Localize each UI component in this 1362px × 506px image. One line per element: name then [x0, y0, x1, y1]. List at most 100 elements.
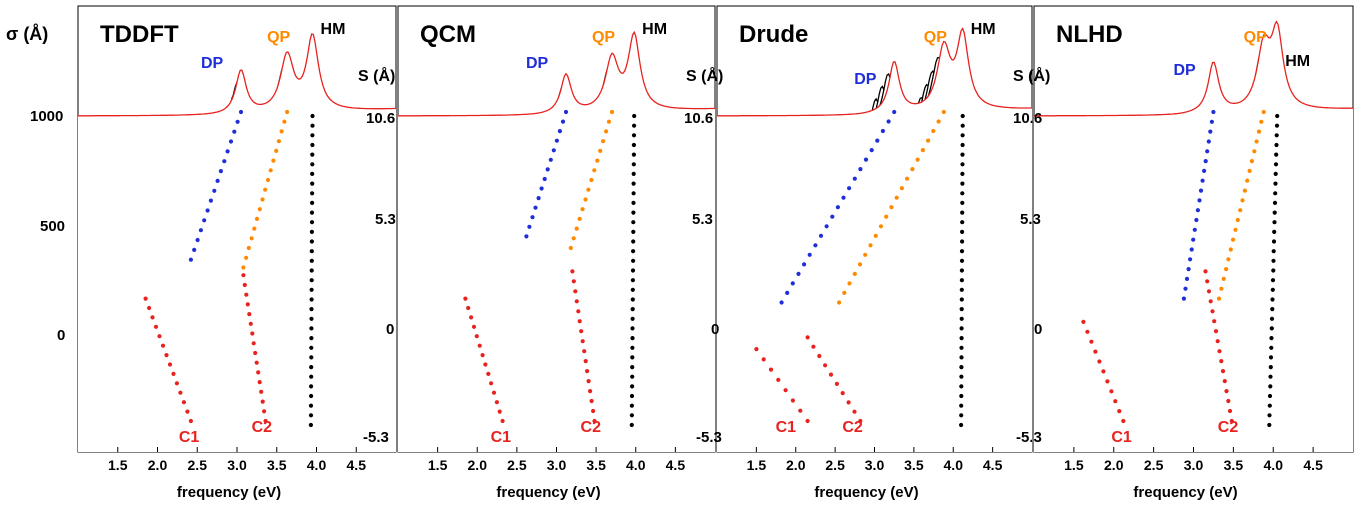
- mode-dot-c2: [250, 331, 255, 336]
- mode-dot-dp: [886, 119, 891, 124]
- mode-dot-c1: [153, 324, 159, 329]
- mode-dot-c2: [1205, 279, 1210, 284]
- s-tick-5.3: 5.3: [692, 211, 713, 228]
- sigma-tick-0: 0: [57, 327, 65, 344]
- mode-dot-hm: [309, 287, 314, 292]
- mode-dot-c1: [157, 334, 162, 339]
- mode-dot-qp: [574, 226, 579, 231]
- mode-dot-hm: [1274, 152, 1279, 157]
- mode-dot-hm: [632, 113, 637, 119]
- mode-dot-hm: [960, 133, 965, 138]
- x-tick-label: 3.0: [227, 457, 247, 473]
- mode-dot-hm: [309, 393, 314, 399]
- mode-dot-c1: [1105, 379, 1110, 384]
- x-tick-label: 2.0: [1104, 457, 1124, 473]
- mode-dot-dp: [524, 234, 529, 239]
- mode-dot-c1: [494, 400, 499, 405]
- mode-dot-c2: [260, 399, 265, 404]
- mode-dot-qp: [873, 233, 878, 238]
- qp-label: QP: [924, 29, 947, 46]
- mode-dot-hm: [631, 162, 636, 167]
- curves-group: [78, 33, 396, 452]
- mode-dot-qp: [241, 265, 246, 270]
- mode-dot-hm: [1269, 345, 1274, 350]
- c1-label: C1: [776, 419, 797, 436]
- x-tick-label: 4.0: [944, 457, 964, 473]
- mode-dot-hm: [1269, 326, 1274, 331]
- mode-dot-c1: [1081, 319, 1086, 324]
- mode-dot-c1: [185, 409, 190, 414]
- mode-dot-hm: [1274, 133, 1279, 138]
- mode-dot-dp: [1195, 208, 1200, 213]
- mode-dot-hm: [309, 210, 315, 215]
- mode-dot-qp: [274, 148, 279, 153]
- panel-title: TDDFT: [100, 21, 179, 48]
- mode-dot-dp: [880, 128, 886, 134]
- mode-dot-hm: [960, 200, 965, 205]
- mode-dot-qp: [609, 109, 615, 115]
- mode-dot-c1: [483, 362, 488, 367]
- hm-label: HM: [1285, 53, 1310, 70]
- mode-dot-hm: [631, 258, 636, 263]
- x-tick-label: 2.0: [148, 457, 168, 473]
- mode-dot-hm: [308, 422, 313, 428]
- mode-dot-c1: [1117, 409, 1122, 414]
- mode-dot-hm: [1275, 113, 1280, 119]
- s-tick-10.6: 10.6: [684, 110, 713, 127]
- mode-dot-dp: [1211, 109, 1216, 115]
- mode-dot-dp: [1194, 217, 1199, 223]
- mode-dot-hm: [630, 384, 635, 389]
- x-tick-label: 4.5: [1303, 457, 1323, 473]
- mode-dot-c1: [480, 353, 485, 358]
- mode-dot-hm: [959, 355, 964, 360]
- mode-dot-c1: [174, 381, 179, 386]
- mode-dot-hm: [309, 355, 314, 360]
- mode-dot-c2: [583, 359, 588, 364]
- c2-label: C2: [252, 419, 273, 436]
- mode-dot-dp: [218, 169, 223, 174]
- mode-dot-c1: [150, 315, 155, 320]
- mode-dot-c2: [576, 309, 581, 314]
- mode-dot-dp: [1205, 149, 1210, 154]
- x-tick-label: 1.5: [108, 457, 128, 473]
- mode-dot-c2: [244, 292, 249, 297]
- mode-dot-c2: [1206, 289, 1212, 294]
- mode-dot-dp: [205, 208, 210, 213]
- mode-dot-dp: [527, 224, 532, 229]
- mode-dot-dp: [1200, 178, 1205, 183]
- mode-dot-c2: [1213, 329, 1219, 334]
- spectrum-curve-red: [1034, 20, 1353, 117]
- mode-dot-hm: [959, 258, 965, 263]
- mode-dot-c2: [585, 369, 590, 374]
- x-tick-label: 4.5: [347, 457, 367, 473]
- mode-dot-dp: [202, 218, 207, 223]
- mode-dot-qp: [878, 224, 884, 229]
- mode-dot-qp: [571, 236, 576, 241]
- mode-dot-c1: [463, 296, 468, 301]
- mode-dot-qp: [863, 252, 868, 257]
- mode-dot-c2: [254, 360, 259, 365]
- mode-dot-qp: [276, 139, 281, 144]
- curve-mask: [78, 33, 396, 452]
- qp-label: QP: [1244, 29, 1267, 46]
- mode-dot-qp: [282, 119, 287, 124]
- c2-label: C2: [1218, 419, 1239, 436]
- s-tick-minus-5.3: -5.3: [363, 429, 389, 446]
- sigma-axis-title: σ (Å): [6, 24, 48, 44]
- mode-dot-c2: [253, 350, 258, 356]
- mode-dot-dp: [228, 139, 234, 144]
- mode-dot-c1: [776, 377, 781, 382]
- mode-dot-hm: [630, 316, 635, 321]
- mode-dot-qp: [936, 119, 941, 124]
- mode-dot-c2: [823, 363, 828, 368]
- mode-dot-hm: [310, 113, 315, 119]
- mode-dot-hm: [959, 287, 964, 292]
- mode-dot-c2: [1215, 339, 1220, 344]
- mode-dot-hm: [959, 403, 964, 408]
- mode-dot-hm: [960, 220, 965, 225]
- mode-dot-hm: [1274, 142, 1279, 148]
- x-tick-label: 3.5: [904, 457, 924, 473]
- mode-dot-dp: [1203, 159, 1208, 164]
- mode-dot-dp: [779, 300, 784, 305]
- mode-dot-hm: [309, 345, 314, 350]
